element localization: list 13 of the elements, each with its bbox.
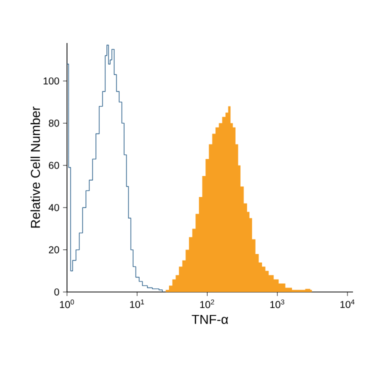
- y-tick-label: 80: [48, 120, 60, 127]
- x-tick-label: 10$^{3}$: [270, 300, 284, 308]
- y-tick-label: 60: [48, 162, 60, 169]
- x-tick-label: 10$^{4}$: [340, 300, 354, 308]
- y-tick-label: 100: [44, 77, 60, 85]
- x-tick-label: 10$^{2}$: [200, 300, 214, 308]
- y-axis-title: Relative Cell Number: [30, 106, 40, 228]
- x-tick-label: 10$^{1}$: [130, 300, 144, 308]
- y-tick-label: 0: [54, 288, 60, 296]
- y-tick-label: 20: [48, 246, 60, 254]
- x-tick-label: 10$^{0}$: [60, 300, 74, 308]
- x-axis-title: TNF-α: [192, 314, 228, 324]
- y-tick-label: 40: [48, 204, 60, 212]
